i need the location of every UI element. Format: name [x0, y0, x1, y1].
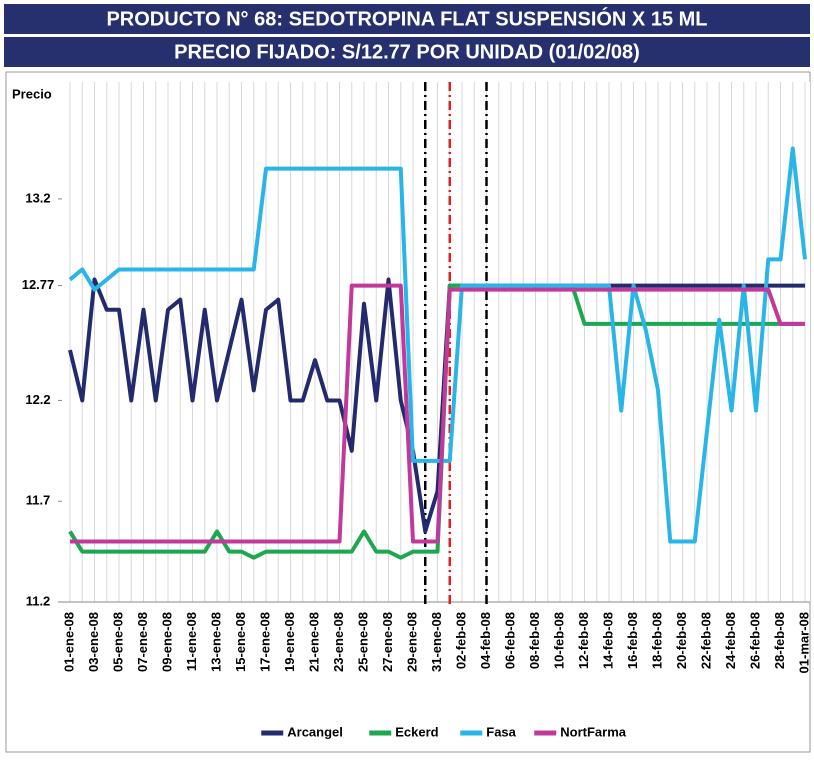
x-tick-label: 29-ene-08: [404, 612, 419, 672]
x-tick-label: 19-ene-08: [282, 612, 297, 672]
legend-label: Fasa: [486, 724, 516, 739]
y-tick-label: 12.77: [22, 277, 55, 292]
x-tick-label: 31-ene-08: [429, 612, 444, 672]
x-tick-label: 14-feb-08: [600, 612, 615, 669]
chart-subtitle: PRECIO FIJADO: S/12.77 POR UNIDAD (01/02…: [174, 41, 640, 63]
x-tick-label: 11-ene-08: [184, 612, 199, 671]
y-tick-label: 11.2: [26, 593, 51, 608]
legend-label: Eckerd: [395, 724, 438, 739]
y-tick-label: 11.7: [26, 493, 51, 508]
x-tick-label: 15-ene-08: [233, 612, 248, 672]
x-tick-label: 21-ene-08: [306, 612, 321, 672]
x-tick-label: 08-feb-08: [527, 612, 542, 669]
x-tick-label: 01-ene-08: [61, 612, 76, 672]
series-line: [68, 146, 807, 544]
x-tick-label: 12-feb-08: [576, 612, 591, 669]
x-tick-label: 16-feb-08: [625, 612, 640, 669]
x-tick-label: 18-feb-08: [649, 612, 664, 669]
x-tick-label: 13-ene-08: [208, 612, 223, 672]
title-banner: [4, 4, 810, 34]
x-tick-label: 23-ene-08: [331, 612, 346, 672]
x-tick-label: 06-feb-08: [502, 612, 517, 669]
x-tick-label: 01-mar-08: [796, 612, 811, 673]
x-tick-label: 26-feb-08: [747, 612, 762, 669]
x-tick-label: 09-ene-08: [159, 612, 174, 672]
subtitle-banner: [4, 37, 810, 67]
x-tick-label: 02-feb-08: [453, 612, 468, 669]
chart-title: PRODUCTO N° 68: SEDOTROPINA FLAT SUSPENS…: [106, 6, 707, 30]
series-line: [68, 277, 805, 534]
x-tick-label: 05-ene-08: [110, 612, 125, 672]
x-tick-label: 03-ene-08: [86, 612, 101, 672]
x-tick-label: 17-ene-08: [257, 612, 272, 672]
y-axis-label: Precio: [12, 86, 52, 101]
x-tick-label: 20-feb-08: [674, 612, 689, 669]
x-tick-label: 22-feb-08: [698, 612, 713, 669]
y-tick-label: 13.2: [25, 190, 50, 205]
legend-label: Arcangel: [287, 724, 343, 739]
series-line: [70, 283, 805, 544]
legend-label: NortFarma: [560, 724, 627, 739]
x-tick-label: 27-ene-08: [380, 612, 395, 672]
x-tick-label: 10-feb-08: [551, 612, 566, 669]
x-tick-label: 28-feb-08: [772, 612, 787, 669]
x-tick-label: 04-feb-08: [478, 612, 493, 669]
y-tick-label: 12.2: [25, 392, 50, 407]
x-tick-label: 24-feb-08: [723, 612, 738, 669]
x-tick-label: 25-ene-08: [355, 612, 370, 672]
series-line: [68, 283, 805, 560]
x-tick-label: 07-ene-08: [135, 612, 150, 672]
